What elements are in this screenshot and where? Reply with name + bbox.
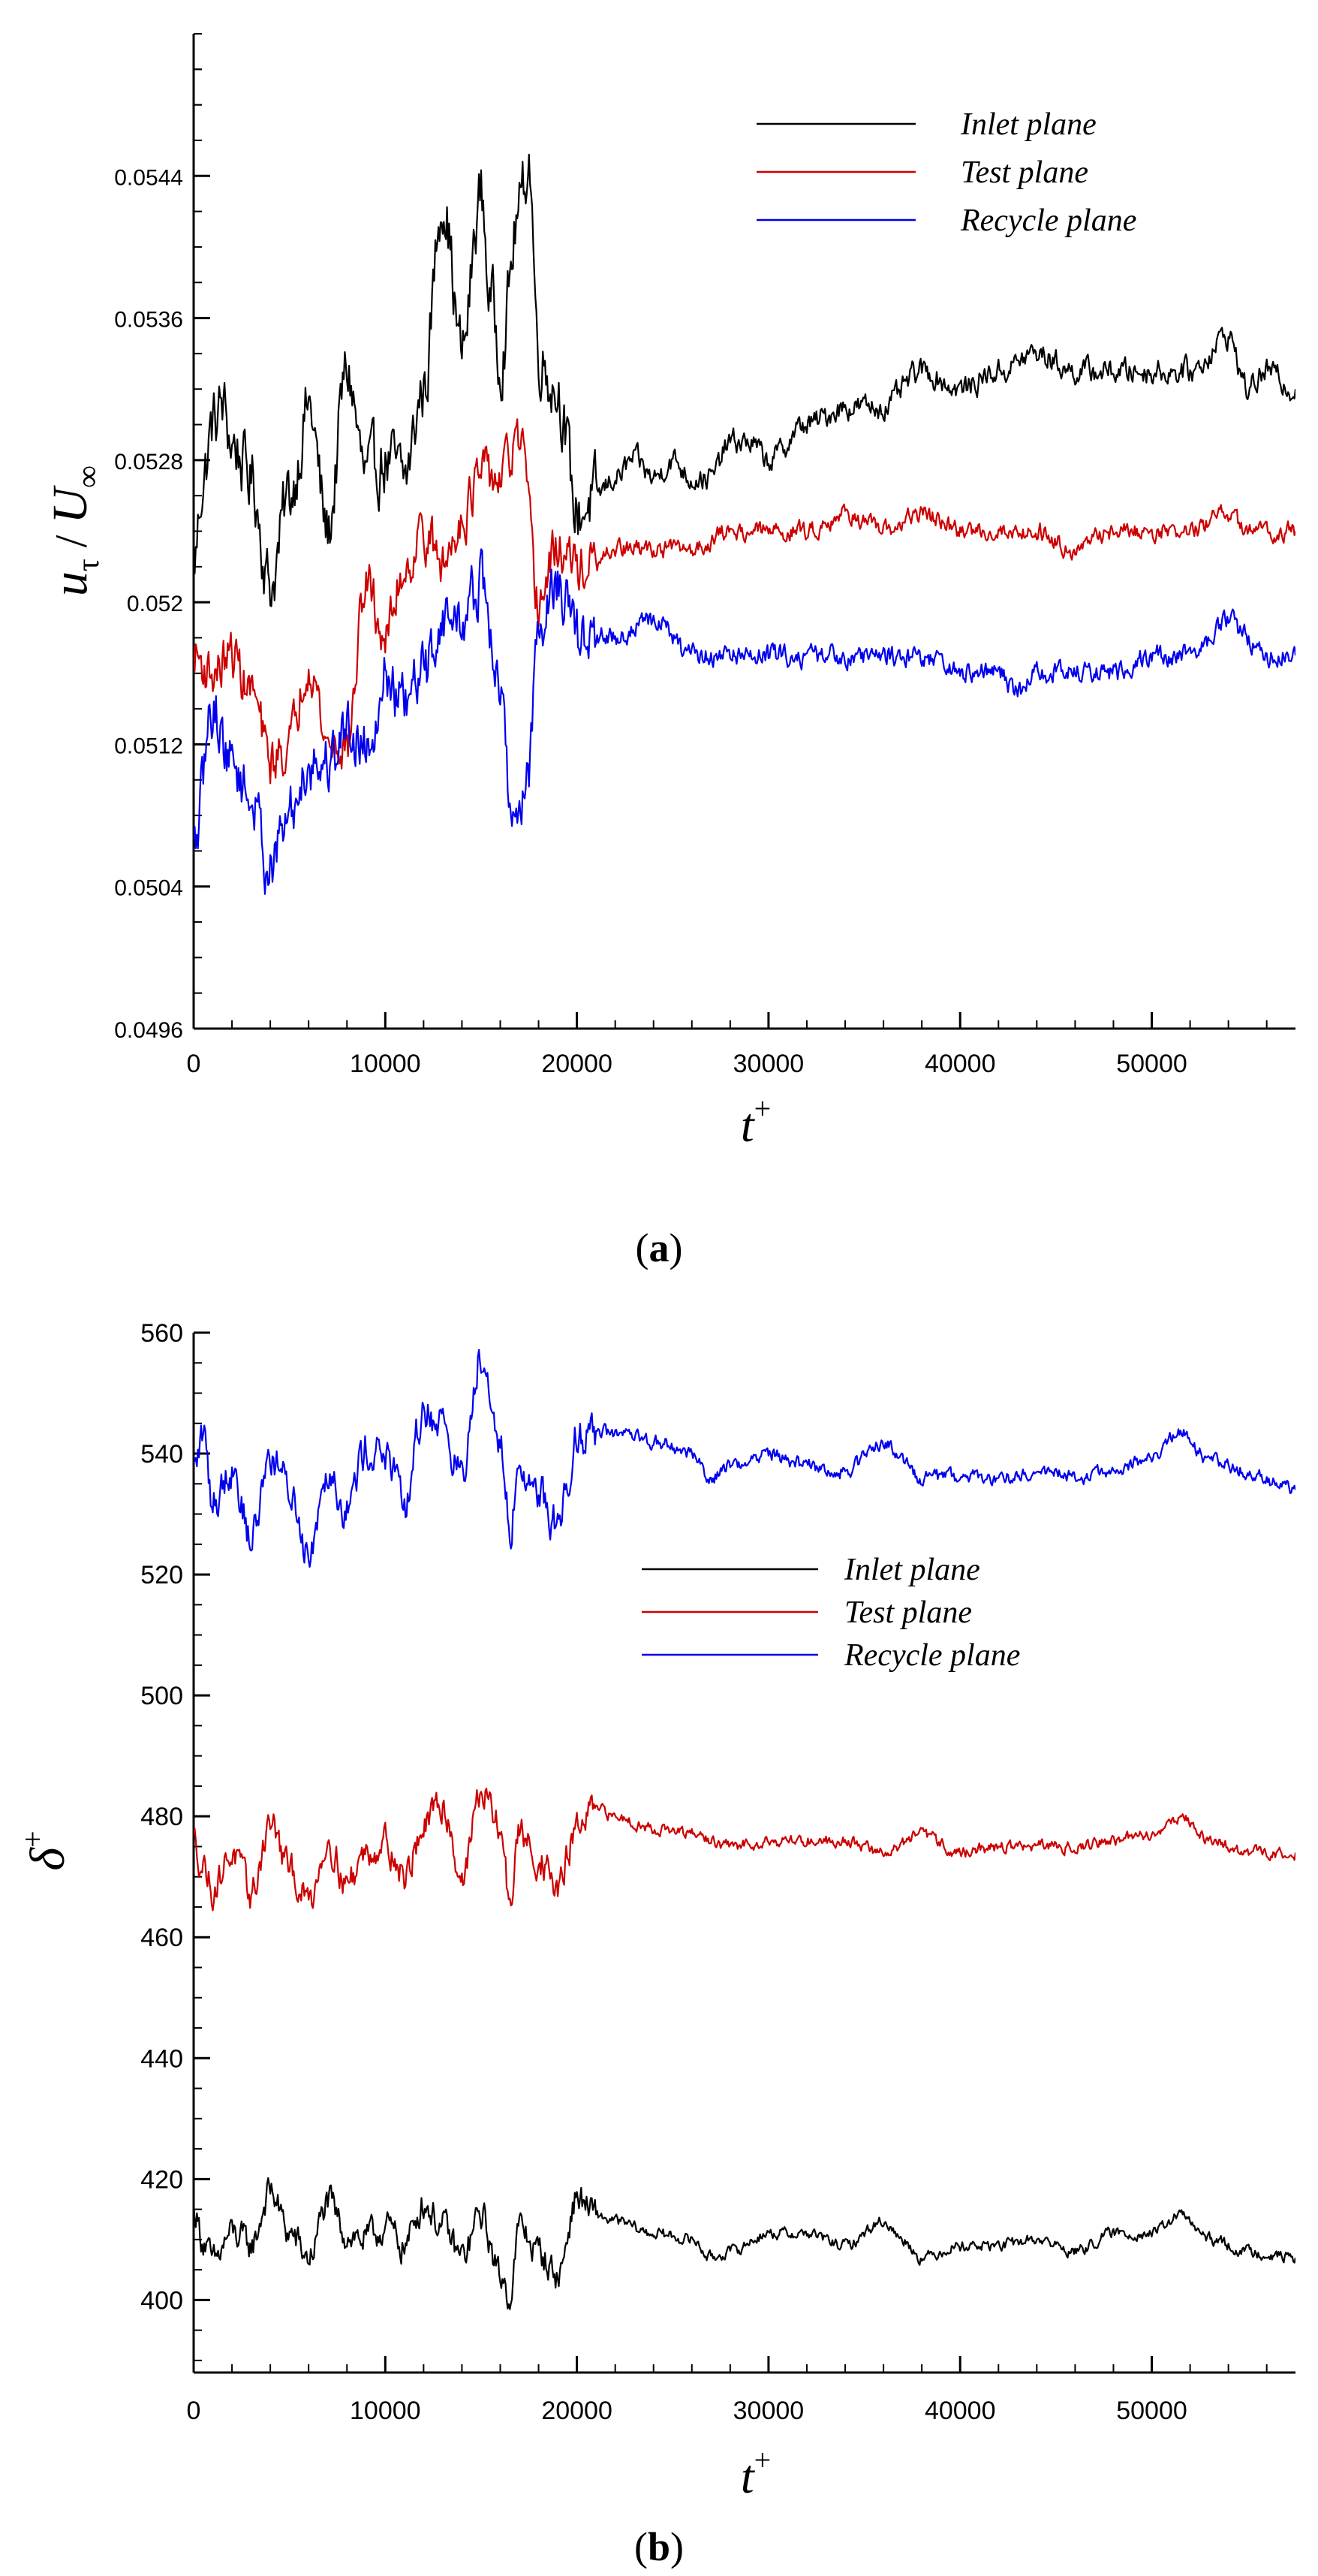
caption-close: )	[670, 2524, 684, 2569]
y-tick-label: 0.0512	[114, 734, 183, 758]
x-axis-label: t+	[741, 2443, 771, 2503]
caption-letter: b	[648, 2524, 670, 2569]
y-tick-label: 560	[140, 1319, 183, 1348]
series-line-recycle-plane	[194, 1348, 1295, 1568]
legend-label-test-plane: Test plane	[844, 1595, 972, 1630]
y-tick-label: 400	[140, 2286, 183, 2315]
y-axis-label-inf: ∞	[71, 465, 106, 488]
y-tick-label: 0.0528	[114, 450, 183, 475]
x-axis-label-sup: +	[754, 2443, 772, 2477]
y-axis-label-slash: /	[47, 524, 96, 559]
y-tick-label: 440	[140, 2044, 183, 2073]
x-tick-label: 30000	[733, 1050, 805, 1078]
y-tick-label: 0.0496	[114, 1018, 183, 1043]
x-tick-label: 20000	[541, 2397, 612, 2425]
x-axis-label: t+	[741, 1092, 771, 1152]
legend-label-recycle-plane: Recycle plane	[844, 1638, 1020, 1673]
x-tick-label: 0	[187, 1050, 201, 1078]
y-axis-label-delta: δ	[20, 1847, 75, 1871]
x-tick-label: 10000	[350, 1050, 421, 1078]
chart-panel-a: 0 10000 20000 30000 40000 50000 0.0496 0.0504 0.…	[43, 33, 1295, 1270]
legend-label-inlet-plane: Inlet plane	[960, 107, 1097, 142]
x-axis-label-base: t	[741, 2450, 756, 2503]
panel-caption: (a)	[636, 1225, 683, 1270]
legend-label-inlet-plane: Inlet plane	[844, 1553, 980, 1587]
x-tick-label: 10000	[350, 2397, 421, 2425]
y-tick-label: 540	[140, 1440, 183, 1469]
x-tick-label: 50000	[1116, 2397, 1187, 2425]
series-line-recycle-plane	[194, 548, 1295, 895]
x-tick-label: 40000	[925, 1050, 996, 1078]
legend-label-test-plane: Test plane	[961, 155, 1088, 190]
y-tick-label: 0.0504	[114, 876, 183, 901]
y-tick-label: 0.052	[127, 592, 183, 616]
x-axis-label-base: t	[741, 1098, 756, 1152]
x-tick-label: 20000	[541, 1050, 612, 1078]
panel-caption: (b)	[634, 2524, 684, 2569]
x-tick-label: 0	[187, 2397, 201, 2425]
caption-close: )	[670, 1225, 683, 1270]
y-axis-label-u: u	[43, 571, 98, 596]
series-line-test-plane	[194, 1788, 1295, 1912]
y-tick-label: 420	[140, 2165, 183, 2194]
caption-letter: a	[649, 1225, 670, 1270]
series-line-inlet-plane	[194, 153, 1295, 607]
x-tick-label: 40000	[925, 2397, 996, 2425]
series-line-test-plane	[194, 418, 1295, 785]
x-axis-label-sup: +	[754, 1092, 772, 1125]
x-tick-label: 30000	[733, 2397, 805, 2425]
y-axis-label-sup: +	[16, 1830, 50, 1848]
y-tick-label: 0.0536	[114, 308, 183, 333]
chart-panel-b: 0 10000 20000 30000 40000 50000 400 420 440 460 48…	[16, 1319, 1295, 2569]
y-tick-label: 460	[140, 1924, 183, 1952]
caption-open: (	[634, 2524, 648, 2569]
x-tick-label: 50000	[1116, 1050, 1187, 1078]
y-axis-label-U: U	[43, 485, 98, 524]
y-tick-label: 520	[140, 1561, 183, 1589]
y-tick-label: 0.0544	[114, 165, 183, 190]
caption-open: (	[636, 1225, 649, 1270]
y-axis-label-sub: τ	[71, 559, 106, 571]
y-tick-label: 480	[140, 1803, 183, 1831]
y-axis-label: uτ / U∞	[43, 465, 106, 596]
y-tick-label: 500	[140, 1682, 183, 1710]
y-axis-label: δ+	[16, 1830, 75, 1870]
legend-label-recycle-plane: Recycle plane	[960, 203, 1136, 238]
series-line-inlet-plane	[194, 2177, 1295, 2310]
